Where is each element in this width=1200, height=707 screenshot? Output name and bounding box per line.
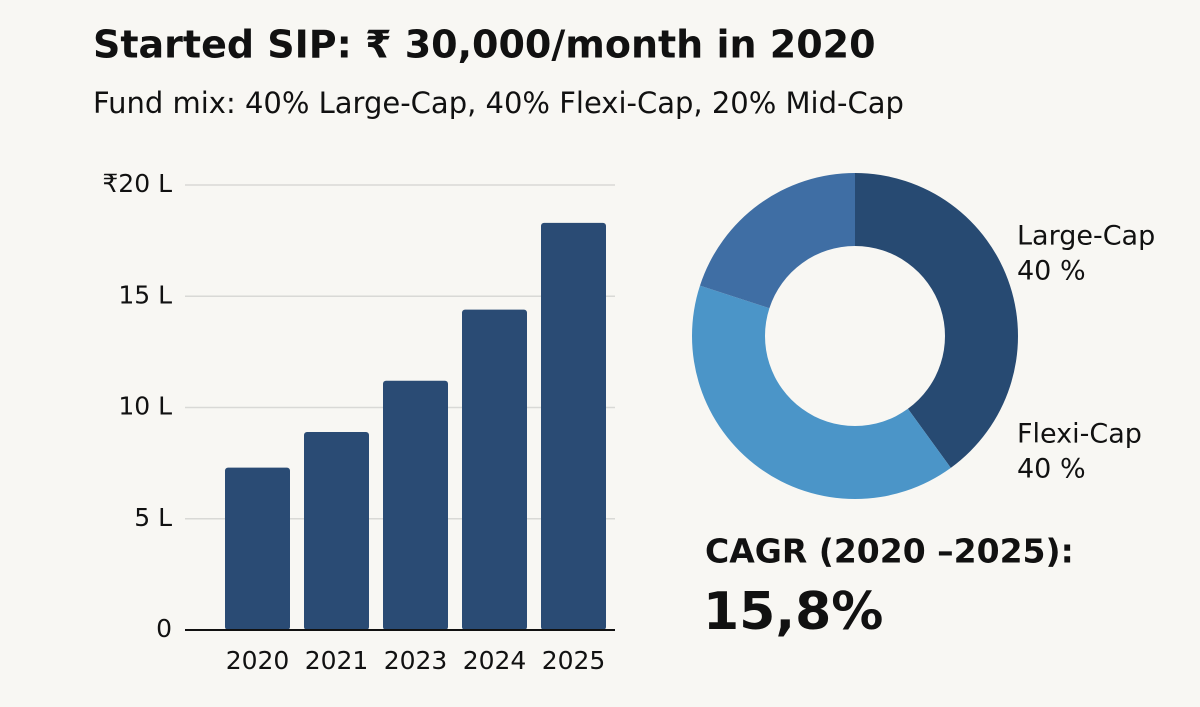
y-tick-label: 15 L — [118, 280, 172, 309]
slice-value-label: 40 % — [1017, 256, 1086, 287]
title: Started SIP: ₹ 30,000/month in 2020 — [93, 23, 876, 67]
y-tick-label: 0 — [156, 614, 172, 643]
bar — [383, 380, 448, 630]
cagr-value: 15,8% — [703, 582, 883, 642]
donut-slice — [855, 173, 1018, 468]
x-tick-label: 2023 — [384, 646, 448, 675]
bar — [462, 309, 527, 630]
x-tick-label: 2020 — [226, 646, 290, 675]
x-tick-label: 2024 — [463, 646, 527, 675]
subtitle: Fund mix: 40% Large-Cap, 40% Flexi-Cap, … — [93, 86, 904, 120]
y-tick-label: 10 L — [118, 392, 172, 421]
x-tick-label: 2025 — [542, 646, 606, 675]
y-tick-label: 5 L — [134, 503, 172, 532]
bar — [304, 431, 369, 630]
x-tick-label: 2021 — [305, 646, 369, 675]
bar — [225, 467, 290, 630]
bar — [541, 222, 606, 630]
slice-label: Flexi-Cap — [1017, 419, 1142, 450]
cagr-label: CAGR (2020 –2025): — [705, 532, 1074, 571]
donut-slice — [699, 173, 855, 309]
y-tick-label: ₹20 L — [102, 169, 172, 198]
slice-value-label: 40 % — [1017, 454, 1086, 485]
donut-slice — [691, 285, 951, 500]
slice-label: Large-Cap — [1017, 221, 1155, 252]
